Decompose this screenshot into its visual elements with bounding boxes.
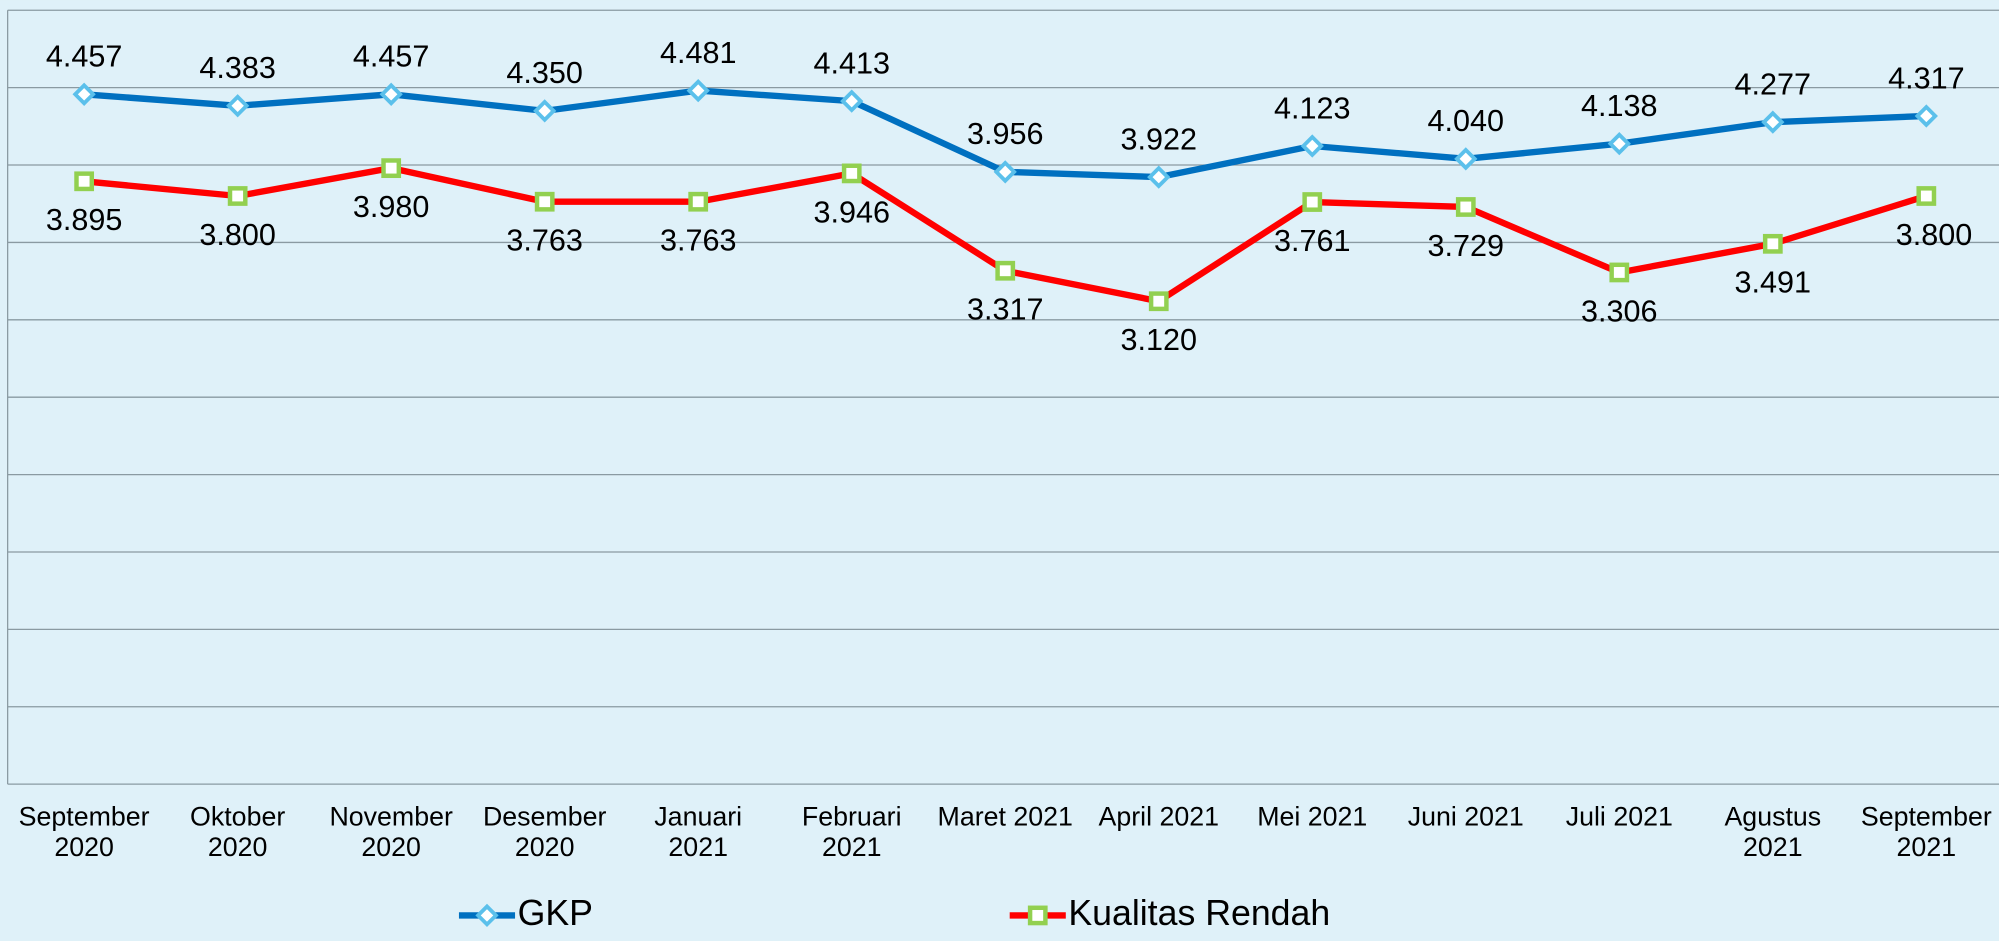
marker — [840, 89, 864, 113]
marker — [72, 82, 96, 106]
marker — [841, 163, 862, 184]
x-tick-line: Februari — [802, 802, 902, 832]
marker — [1607, 132, 1631, 156]
marker — [74, 171, 95, 192]
x-tick-label: November 2020 — [329, 802, 453, 863]
data-label: 4.123 — [1274, 91, 1351, 125]
marker — [1302, 192, 1323, 212]
x-tick-line: 2021 — [668, 832, 728, 862]
x-tick-label: Mei 2021 — [1257, 802, 1367, 832]
marker — [1148, 291, 1169, 312]
x-tick-label: Maret 2021 — [938, 802, 1073, 832]
marker — [686, 78, 710, 103]
data-label: 3.895 — [46, 203, 123, 237]
marker — [1916, 186, 1937, 206]
marker — [226, 94, 250, 118]
marker — [533, 99, 557, 123]
x-tick-line: 2021 — [1897, 832, 1957, 862]
data-label: 4.457 — [46, 40, 123, 74]
x-tick-line: Januari — [654, 802, 742, 832]
legend-label: GKP — [518, 893, 593, 933]
data-label: 3.729 — [1428, 229, 1505, 263]
marker — [993, 160, 1017, 184]
data-label: 3.922 — [1120, 122, 1197, 156]
marker — [1914, 104, 1938, 128]
data-label: 4.040 — [1428, 104, 1505, 138]
x-tick-line: 2020 — [54, 832, 114, 862]
x-tick-line: September — [19, 802, 150, 832]
data-label: 3.946 — [813, 195, 890, 229]
data-label: 4.350 — [506, 56, 583, 90]
marker — [995, 260, 1016, 281]
x-tick-label: September 2021 — [1861, 802, 1992, 863]
x-tick-label: Agustus 2021 — [1724, 802, 1821, 863]
data-label: 3.800 — [199, 218, 276, 252]
x-tick-line: Agustus — [1724, 802, 1821, 832]
data-label: 3.763 — [506, 224, 583, 258]
x-tick-line: Desember — [483, 802, 607, 832]
marker — [227, 186, 248, 206]
marker — [381, 158, 402, 179]
data-label: 3.491 — [1735, 266, 1812, 300]
x-tick-line: 2021 — [822, 832, 882, 862]
x-tick-line: 2020 — [515, 832, 575, 862]
x-tick-label: Juni 2021 — [1408, 802, 1524, 832]
data-label: 3.761 — [1274, 224, 1351, 258]
marker — [1300, 134, 1324, 158]
x-tick-label: Juli 2021 — [1566, 802, 1673, 832]
marker — [1455, 197, 1476, 217]
x-tick-line: November — [329, 802, 453, 832]
marker — [379, 82, 403, 106]
x-tick-label: Februari 2021 — [802, 802, 902, 863]
data-label: 3.763 — [660, 224, 737, 258]
data-label: 4.277 — [1735, 68, 1812, 102]
x-tick-line: 2020 — [361, 832, 421, 862]
x-tick-line: 2021 — [1743, 832, 1803, 862]
marker — [688, 191, 709, 212]
x-tick-label: Oktober 2020 — [190, 802, 285, 863]
marker — [1147, 165, 1171, 189]
data-label: 4.413 — [813, 47, 890, 81]
data-label: 4.481 — [660, 36, 737, 70]
marker — [1027, 905, 1048, 926]
marker — [475, 903, 499, 928]
data-label: 4.457 — [353, 40, 430, 74]
x-tick-line: 2020 — [208, 832, 268, 862]
data-label: 3.120 — [1120, 323, 1197, 357]
data-label: 4.317 — [1888, 61, 1965, 95]
data-label: 3.800 — [1896, 218, 1973, 252]
x-tick-label: Desember 2020 — [483, 802, 607, 863]
data-label: 3.956 — [967, 117, 1044, 151]
marker — [534, 191, 555, 212]
data-label: 3.317 — [967, 293, 1044, 327]
x-tick-label: Januari 2021 — [654, 802, 742, 863]
x-tick-line: September — [1861, 802, 1992, 832]
x-tick-line: Oktober — [190, 802, 285, 832]
data-label: 3.306 — [1581, 294, 1658, 328]
x-tick-label: September 2020 — [19, 802, 150, 863]
marker — [1761, 110, 1785, 134]
data-label: 4.138 — [1581, 89, 1658, 123]
marker — [1762, 233, 1783, 254]
data-label: 4.383 — [199, 51, 276, 85]
marker — [1609, 262, 1630, 283]
legend-label: Kualitas Rendah — [1068, 893, 1330, 933]
x-tick-label: April 2021 — [1098, 802, 1219, 832]
data-label: 3.980 — [353, 190, 430, 224]
marker — [1454, 147, 1478, 171]
